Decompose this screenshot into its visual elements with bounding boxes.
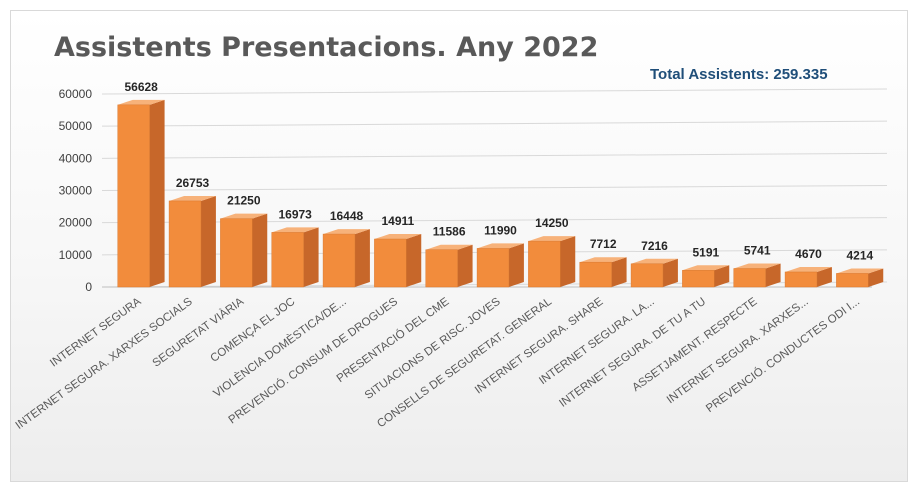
bar-side	[816, 266, 832, 287]
gridline	[101, 88, 888, 95]
y-tick-label: 0	[85, 280, 92, 294]
gridline	[101, 185, 888, 191]
bar-top	[579, 257, 627, 263]
bar-top	[733, 263, 781, 269]
category-label: COMENÇA EL JOC	[209, 296, 298, 365]
total-attendees-label: Total Assistents: 259.335	[650, 66, 828, 83]
bar-side	[149, 99, 165, 287]
bar-front	[682, 270, 715, 288]
bar-front	[630, 263, 664, 288]
bar-side	[354, 229, 370, 287]
bar-side	[200, 195, 216, 287]
bar-front	[579, 261, 612, 288]
bar-top	[477, 243, 524, 249]
data-label: 21250	[227, 194, 261, 208]
bar	[836, 268, 884, 288]
bar-front	[784, 271, 818, 288]
category-label: SEGURETAT VIÀRIA	[150, 295, 246, 370]
bar-front	[117, 104, 150, 288]
bar	[220, 213, 268, 288]
bar-side	[868, 268, 884, 287]
y-tick-label: 40000	[59, 151, 93, 165]
bar	[630, 258, 678, 288]
data-label: 7216	[641, 239, 668, 253]
data-label: 16973	[278, 207, 312, 221]
bar-front	[271, 232, 304, 288]
y-tick-label: 60000	[59, 87, 93, 101]
category-label: INTERNET SEGURA. XARXES SOCIALS	[14, 296, 195, 432]
data-label: 4670	[795, 247, 822, 261]
bar-top	[323, 229, 370, 235]
bar-side	[662, 258, 678, 287]
gridline	[101, 152, 888, 159]
bar	[374, 234, 422, 288]
chart-title: Assistents Presentacions. Any 2022	[54, 32, 599, 63]
bar-top	[169, 195, 216, 201]
category-label: INTERNET SEGURA	[48, 296, 144, 370]
bar-front	[168, 200, 202, 288]
bar-front	[836, 273, 869, 288]
bar-top	[528, 236, 576, 242]
bar-side	[252, 213, 268, 287]
data-label: 16448	[330, 209, 364, 223]
bar	[425, 244, 473, 288]
bar-side	[508, 243, 524, 287]
data-label: 14911	[381, 214, 414, 228]
bar-side	[611, 257, 627, 287]
y-tick-label: 20000	[59, 216, 93, 230]
bar	[784, 266, 832, 288]
bar-front	[374, 238, 407, 288]
y-tick-label: 50000	[59, 119, 93, 133]
bar-front	[425, 249, 458, 288]
bar-front	[220, 218, 253, 288]
bar-side	[406, 234, 422, 287]
bar-top	[682, 265, 730, 271]
data-label: 14250	[535, 216, 569, 230]
data-label: 11586	[433, 225, 466, 239]
bar-side	[560, 236, 576, 287]
bar	[528, 236, 576, 288]
bar	[271, 227, 319, 288]
data-label: 11990	[484, 223, 517, 237]
bar	[579, 257, 627, 288]
bar-top	[220, 213, 268, 219]
data-label: 4214	[846, 248, 873, 262]
bar-top	[785, 266, 832, 272]
bar	[168, 195, 216, 288]
bar	[322, 229, 370, 288]
bar-front	[733, 268, 766, 288]
bar-front	[476, 248, 510, 288]
gridline	[101, 120, 888, 127]
bar	[682, 265, 730, 288]
bar-top	[271, 227, 319, 233]
y-tick-label: 30000	[59, 184, 93, 198]
data-label: 26753	[176, 176, 210, 190]
bar-top	[836, 268, 884, 274]
bar-top	[425, 244, 473, 250]
bar-side	[765, 263, 781, 287]
data-label: 5191	[692, 245, 719, 259]
bar	[733, 263, 781, 288]
data-label: 5741	[744, 244, 771, 258]
y-tick-label: 10000	[59, 248, 93, 262]
gridline	[101, 217, 888, 224]
data-label: 56628	[124, 80, 158, 94]
bar-side	[457, 244, 473, 287]
bar-side	[303, 227, 319, 287]
bar-top	[374, 234, 422, 240]
bar-front	[528, 240, 561, 288]
data-label: 7712	[590, 237, 617, 251]
bar-front	[322, 233, 356, 288]
bar-top	[631, 258, 678, 264]
bar	[476, 243, 524, 288]
bar	[117, 99, 165, 288]
bar-top	[117, 99, 165, 105]
bar-side	[714, 265, 730, 287]
